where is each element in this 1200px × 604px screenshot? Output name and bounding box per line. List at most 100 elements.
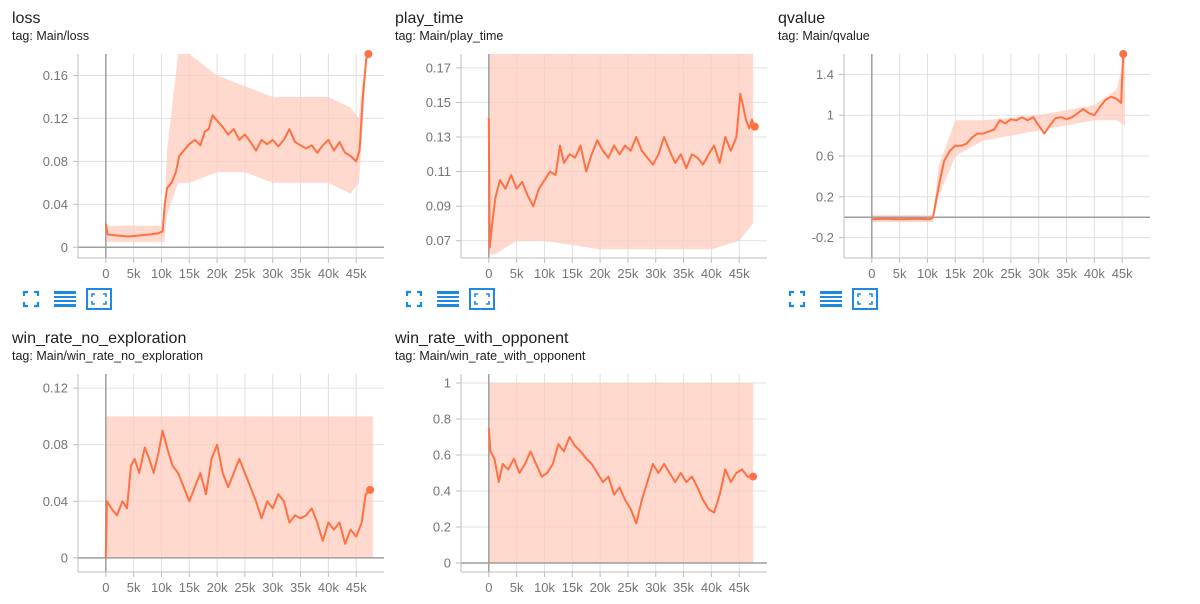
- y-tick-label: 0.6: [816, 149, 834, 164]
- x-tick-label: 40k: [701, 580, 722, 595]
- x-tick-label: 35k: [1056, 266, 1077, 281]
- chart-card-win-rate-no-exploration: win_rate_no_exploration tag: Main/win_ra…: [12, 330, 387, 604]
- y-tick-label: 0.8: [433, 412, 451, 427]
- x-tick-label: 10k: [151, 580, 172, 595]
- toggle-y-log-icon[interactable]: [52, 288, 78, 310]
- series-line: [487, 92, 756, 249]
- chart-tag: tag: Main/play_time: [395, 29, 504, 43]
- fit-domain-icon[interactable]: [852, 288, 878, 310]
- y-tick-label: 0.04: [43, 197, 68, 212]
- x-tick-label: 10k: [534, 266, 555, 281]
- toggle-y-log-icon[interactable]: [818, 288, 844, 310]
- x-tick-label: 25k: [617, 580, 638, 595]
- x-tick-label: 30k: [262, 580, 283, 595]
- x-tick-label: 40k: [318, 266, 339, 281]
- last-point-marker: [364, 50, 373, 58]
- gridlines: [844, 54, 1150, 258]
- chart-tag: tag: Main/win_rate_no_exploration: [12, 349, 204, 363]
- series-line: [871, 53, 1125, 221]
- x-tick-label: 10k: [534, 580, 555, 595]
- chart-card-qvalue: qvalue tag: Main/qvalue -0.2 0.2 0.6 1 1.4 0 5…: [778, 10, 1153, 310]
- chart-title: qvalue: [778, 10, 826, 27]
- y-tick-label: 0.04: [43, 494, 68, 509]
- x-tick-label: 35k: [673, 266, 694, 281]
- chart-toolbar: [784, 288, 886, 310]
- y-tick-label: 0.08: [43, 154, 68, 169]
- x-tick-label: 40k: [701, 266, 722, 281]
- chart-win-rate-no-exploration[interactable]: 0 0.04 0.08 0.12 0 5k 10k 15k 20k 25k 30k 35k 40k 45k: [12, 370, 387, 602]
- x-tick-label: 25k: [234, 580, 255, 595]
- x-tick-label: 20k: [590, 266, 611, 281]
- fit-domain-icon[interactable]: [469, 288, 495, 310]
- x-tick-label: 45k: [346, 580, 367, 595]
- x-tick-label: 30k: [645, 580, 666, 595]
- y-tick-label: 1: [444, 376, 451, 391]
- raw-value-band: [105, 54, 368, 242]
- x-tick-label: 45k: [1112, 266, 1133, 281]
- chart-qvalue[interactable]: -0.2 0.2 0.6 1 1.4 0 5k 10k 15k 20k 25k 30k 35k 40k 45…: [778, 50, 1153, 288]
- x-tick-label: 35k: [673, 580, 694, 595]
- chart-card-loss: loss tag: Main/loss 0 0.04 0.08 0.12 0.16 0 5k…: [12, 10, 387, 310]
- chart-toolbar: [18, 288, 120, 310]
- chart-play-time[interactable]: 0.07 0.09 0.11 0.13 0.15 0.17 0 5k 10k 15k 20k 25k 3…: [395, 50, 770, 288]
- chart-tag: tag: Main/qvalue: [778, 29, 870, 43]
- fit-to-data-icon[interactable]: [18, 288, 44, 310]
- chart-card-win-rate-with-opponent: win_rate_with_opponent tag: Main/win_rat…: [395, 330, 770, 604]
- y-tick-label: 0.11: [427, 164, 451, 179]
- x-tick-label: 15k: [179, 580, 200, 595]
- fit-to-data-icon[interactable]: [784, 288, 810, 310]
- chart-loss[interactable]: 0 0.04 0.08 0.12 0.16 0 5k 10k 15k 20k 25k 30k 35k 40…: [12, 50, 387, 288]
- chart-title: win_rate_no_exploration: [12, 330, 187, 347]
- x-tick-label: 15k: [562, 266, 583, 281]
- last-point-marker: [750, 122, 759, 131]
- toggle-y-log-icon[interactable]: [435, 288, 461, 310]
- x-tick-label: 5k: [510, 580, 524, 595]
- fit-to-data-icon[interactable]: [401, 288, 427, 310]
- x-tick-label: 35k: [290, 266, 311, 281]
- raw-value-band: [488, 54, 754, 255]
- x-tick-label: 20k: [207, 266, 228, 281]
- y-tick-label: 0.12: [43, 111, 68, 126]
- x-tick-label: 0: [485, 580, 492, 595]
- y-tick-label: 0: [444, 556, 451, 571]
- last-point-marker: [366, 485, 375, 494]
- y-tick-label: 0.07: [426, 233, 451, 248]
- series-line: [487, 427, 754, 525]
- x-tick-label: 25k: [234, 266, 255, 281]
- x-tick-label: 0: [102, 266, 109, 281]
- y-tick-label: 0.09: [426, 199, 451, 214]
- series-line: [104, 53, 370, 238]
- last-point-marker: [1119, 50, 1128, 58]
- chart-title: win_rate_with_opponent: [395, 330, 569, 347]
- y-tick-label: 0: [61, 240, 68, 255]
- chart-title: play_time: [395, 10, 464, 27]
- chart-toolbar: [401, 288, 503, 310]
- x-tick-label: 10k: [151, 266, 172, 281]
- y-tick-label: -0.2: [812, 230, 834, 245]
- y-tick-label: 0.15: [426, 95, 451, 110]
- raw-value-band: [105, 416, 373, 558]
- x-tick-label: 5k: [127, 580, 141, 595]
- y-tick-label: 0.4: [433, 484, 451, 499]
- chart-tag: tag: Main/win_rate_with_opponent: [395, 349, 586, 363]
- y-tick-label: 0.16: [43, 68, 68, 83]
- x-tick-label: 20k: [590, 580, 611, 595]
- x-tick-label: 0: [485, 266, 492, 281]
- y-tick-label: 0.2: [433, 520, 451, 535]
- series-line: [104, 429, 371, 558]
- y-tick-label: 0.17: [426, 60, 451, 75]
- y-tick-label: 0.12: [43, 381, 68, 396]
- y-tick-label: 1.4: [816, 67, 834, 82]
- x-tick-label: 35k: [290, 580, 311, 595]
- chart-title: loss: [12, 10, 41, 27]
- x-tick-label: 30k: [1028, 266, 1049, 281]
- x-tick-label: 15k: [179, 266, 200, 281]
- chart-win-rate-with-opponent[interactable]: 0 0.2 0.4 0.6 0.8 1 0 5k 10k 15k 20k 25k 30k 35k 40k 45…: [395, 370, 770, 602]
- chart-tag: tag: Main/loss: [12, 29, 90, 43]
- x-tick-label: 40k: [1084, 266, 1105, 281]
- fit-domain-icon[interactable]: [86, 288, 112, 310]
- x-tick-label: 30k: [645, 266, 666, 281]
- x-tick-label: 45k: [346, 266, 367, 281]
- x-tick-label: 30k: [262, 266, 283, 281]
- raw-value-band: [488, 383, 754, 563]
